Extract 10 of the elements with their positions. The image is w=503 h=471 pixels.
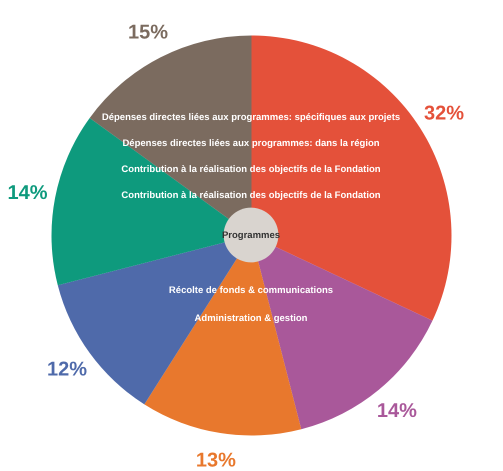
data-label: 14%: [8, 182, 48, 204]
data-label: 14%: [376, 400, 418, 422]
text: Dépenses directes liées aux programmes: dans la région: [122, 138, 380, 149]
text: Dépenses directes liées aux programmes: spécifiques aux projets: [102, 112, 400, 123]
data-label: 13%: [196, 450, 236, 471]
data-label: 32%: [424, 102, 464, 124]
text: Contribution à la réalisation des objectifs de la Fondation: [121, 164, 381, 175]
text: Contribution à la réalisation des objectifs de la Fondation: [121, 190, 381, 201]
data-label: 15%: [128, 21, 168, 44]
data-label: 12%: [47, 358, 88, 381]
